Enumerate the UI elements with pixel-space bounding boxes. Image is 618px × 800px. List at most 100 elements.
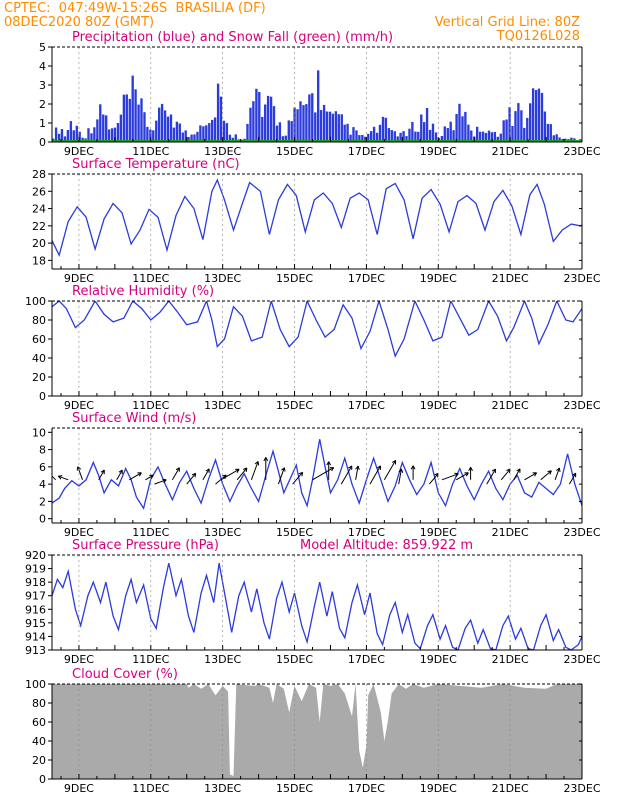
wind-vector	[52, 475, 56, 481]
precip-bar	[99, 104, 102, 142]
temp-ytick-label: 20	[32, 237, 46, 250]
precip-bar	[93, 127, 96, 142]
wind-vector	[186, 472, 197, 485]
precip-bar	[493, 131, 497, 142]
cloud-xtick-label: 21DEC	[492, 782, 529, 795]
temp-xtick-label: 15DEC	[276, 272, 313, 285]
precip-bar	[190, 134, 193, 142]
wind-vector	[468, 466, 473, 480]
wind-vector	[383, 459, 397, 481]
wind-xtick-label: 9DEC	[64, 526, 94, 539]
precip-bar	[455, 114, 458, 142]
precip-bar	[428, 129, 432, 142]
precip-bar	[411, 122, 414, 142]
precip-bar	[393, 131, 396, 142]
precip-bar	[537, 88, 541, 142]
precip-bar	[284, 135, 287, 142]
wind-vector	[76, 466, 83, 480]
precip-bar	[384, 117, 388, 142]
temp-xtick-label: 17DEC	[348, 272, 385, 285]
precip-bar	[63, 136, 67, 142]
precip-bar	[196, 131, 199, 142]
pressure-annotation: Model Altitude: 859.922 m	[300, 538, 473, 553]
precip-bar	[322, 104, 326, 142]
wind-vector	[369, 465, 381, 485]
cloud-ytick-label: 80	[32, 697, 46, 710]
panel-precip: Precipitation (blue) and Snow Fall (gree…	[39, 30, 601, 158]
precip-bar	[372, 126, 376, 142]
precip-bar	[458, 103, 461, 142]
precip-bar	[75, 125, 78, 142]
precip-bar	[178, 123, 181, 142]
precip-bar	[464, 111, 467, 142]
temp-ytick-label: 22	[32, 220, 46, 233]
precip-bar	[278, 122, 282, 142]
wind-vector	[57, 475, 69, 481]
wind-vector	[441, 472, 459, 481]
pressure-xtick-label: 23DEC	[563, 653, 600, 666]
precip-bar	[219, 96, 223, 142]
precip-bar	[228, 134, 232, 142]
precip-bar	[484, 133, 488, 142]
precip-bar	[155, 120, 158, 142]
precip-bar	[299, 101, 302, 142]
precip-bar	[205, 125, 208, 142]
precip-bar	[175, 121, 179, 142]
wind-vector	[98, 469, 105, 481]
precip-bar	[514, 111, 517, 142]
precip-bar	[261, 116, 264, 142]
wind-vector	[568, 472, 577, 485]
wind-vector	[202, 468, 210, 481]
precip-bar	[378, 124, 382, 142]
wind-vector	[540, 470, 552, 481]
precip-bar	[317, 70, 320, 142]
wind-xtick-label: 13DEC	[204, 526, 241, 539]
precip-title: Precipitation (blue) and Snow Fall (gree…	[72, 30, 393, 45]
precip-bar	[54, 127, 58, 142]
precip-bar	[296, 109, 299, 142]
precip-bar	[558, 137, 561, 142]
rh-ytick-label: 80	[32, 314, 46, 327]
wind-xtick-label: 19DEC	[420, 526, 457, 539]
precip-bar	[87, 128, 90, 142]
temp-xtick-label: 9DEC	[64, 272, 94, 285]
model-code: TQ0126L028	[496, 29, 580, 44]
precip-bar	[340, 114, 343, 142]
temp-xtick-label: 19DEC	[420, 272, 457, 285]
wind-vector	[171, 467, 180, 481]
precip-bar	[375, 132, 379, 142]
precip-bar	[417, 131, 420, 142]
wind-ytick-label: 4	[39, 478, 46, 491]
precip-bar	[211, 119, 214, 142]
precip-bar	[90, 133, 93, 142]
precip-bar	[166, 116, 170, 142]
precip-bar	[78, 131, 81, 142]
wind-vector	[250, 461, 260, 480]
cloud-ytick-label: 100	[25, 678, 46, 691]
precip-bar	[543, 111, 547, 142]
precip-bar	[487, 130, 491, 142]
precip-bar	[134, 89, 137, 142]
precip-bar	[355, 130, 358, 142]
precip-bar	[125, 94, 128, 142]
precip-bar	[478, 131, 482, 142]
precip-bar	[319, 110, 323, 142]
temp-ytick-label: 18	[32, 254, 46, 267]
rh-xtick-label: 21DEC	[492, 399, 529, 412]
wind-vector	[455, 472, 469, 481]
precip-bar	[449, 121, 452, 142]
pressure-xtick-label: 11DEC	[132, 653, 169, 666]
precip-bar	[57, 133, 61, 142]
precip-bar	[334, 111, 338, 142]
precip-bar	[390, 130, 393, 142]
precip-bar	[502, 120, 505, 142]
precip-bar	[526, 117, 529, 142]
temp-series-line	[52, 178, 582, 258]
precip-bar	[361, 135, 364, 142]
precip-bar	[231, 137, 234, 142]
precip-bar	[420, 114, 423, 142]
precip-ytick-label: 0	[39, 136, 46, 149]
vertical-grid-line-note: Vertical Grid Line: 80Z	[434, 15, 580, 30]
cloud-title: Cloud Cover (%)	[72, 667, 178, 682]
